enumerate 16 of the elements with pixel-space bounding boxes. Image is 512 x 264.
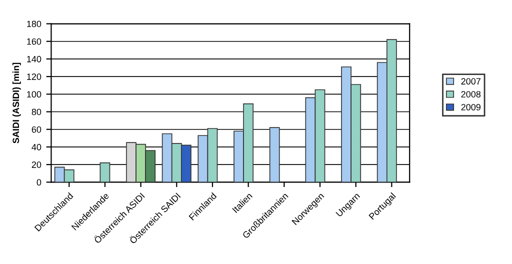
- y-tick-label: 40: [32, 144, 42, 150]
- legend-label: 2009: [461, 104, 480, 110]
- y-tick-label: 0: [36, 179, 42, 186]
- y-tick-label: 100: [27, 91, 42, 98]
- y-tick-label: 80: [32, 108, 42, 116]
- y-tick-label: 120: [27, 74, 42, 80]
- y-axis-title: SAIDI (ASIDI) [min]: [12, 62, 21, 144]
- legend-label: 2007: [461, 78, 480, 85]
- y-tick-label: 160: [27, 38, 42, 45]
- y-tick-label: 20: [32, 162, 42, 168]
- y-tick-label: 180: [27, 20, 42, 28]
- legend-label: 2008: [461, 91, 481, 98]
- bar: [269, 127, 280, 182]
- y-tick-label: 60: [32, 126, 42, 133]
- y-tick-label: 140: [27, 56, 42, 62]
- bar: [100, 162, 110, 182]
